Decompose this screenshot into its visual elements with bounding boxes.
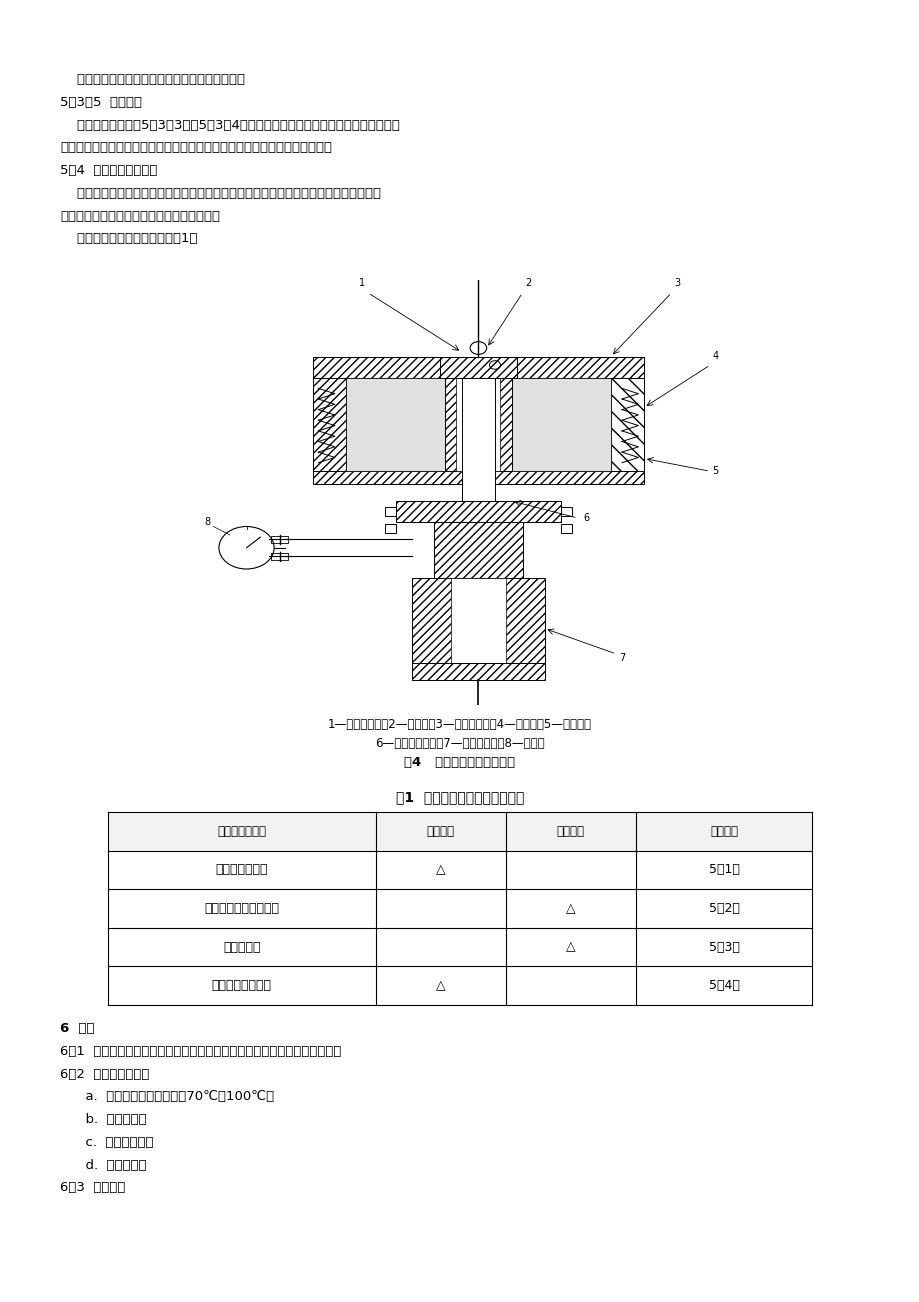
- Text: 表1  易燔喅的检验和试验项目表: 表1 易燔喅的检验和试验项目表: [395, 790, 524, 805]
- Bar: [395, 501, 561, 522]
- Bar: [271, 536, 288, 543]
- Text: 6．3  标志顺序: 6．3 标志顺序: [60, 1181, 125, 1194]
- Text: 5．3．5  验收规则: 5．3．5 验收规则: [60, 96, 142, 109]
- Text: 两个试样均应达到5．3．3条和5．3．4条的规定，该批为合格。否则，应从同一批中: 两个试样均应达到5．3．3条和5．3．4条的规定，该批为合格。否则，应从同一批中: [60, 118, 400, 132]
- Bar: [108, 812, 811, 850]
- Bar: [312, 378, 346, 471]
- Bar: [461, 357, 494, 578]
- Text: 气瓶气密性试验的保压时间，无渗漏为合格。: 气瓶气密性试验的保压时间，无渗漏为合格。: [60, 210, 220, 223]
- Text: 易熔塞的检验和试验项目见表1。: 易熔塞的检验和试验项目见表1。: [60, 233, 198, 246]
- Text: 易燔喅气密性试验: 易燔喅气密性试验: [211, 979, 271, 992]
- Text: △: △: [565, 902, 575, 915]
- Text: 6  标志: 6 标志: [60, 1022, 95, 1035]
- Bar: [456, 357, 500, 471]
- Text: a.  易熔塞公称动作温度：70℃或100℃；: a. 易熔塞公称动作温度：70℃或100℃；: [60, 1090, 274, 1103]
- Bar: [271, 553, 288, 560]
- Bar: [384, 525, 395, 533]
- Text: 5．1条: 5．1条: [708, 863, 739, 876]
- Text: 2: 2: [525, 279, 530, 289]
- Text: 5: 5: [712, 466, 718, 477]
- Text: 4: 4: [712, 350, 718, 361]
- Text: 再任选四个试样进行试验，四个试样中只要有一个仍达不到要求，该批判废。: 再任选四个试样进行试验，四个试样中只要有一个仍达不到要求，该批判废。: [60, 142, 332, 155]
- Text: 易熔塞应逐个进行气密性试验，试验压力为气瓶的气密性试验压力，保压时间应不小于: 易熔塞应逐个进行气密性试验，试验压力为气瓶的气密性试验压力，保压时间应不小于: [60, 187, 380, 201]
- Text: 判定依据: 判定依据: [709, 824, 737, 837]
- Text: 5．3条: 5．3条: [708, 940, 739, 953]
- Text: △: △: [436, 863, 445, 876]
- Bar: [450, 578, 505, 663]
- Text: 1: 1: [359, 279, 365, 289]
- Bar: [561, 525, 572, 533]
- Text: 5．2条: 5．2条: [708, 902, 739, 915]
- Text: 6．2  标志项目包括：: 6．2 标志项目包括：: [60, 1068, 149, 1081]
- Bar: [434, 522, 522, 578]
- Bar: [312, 357, 643, 378]
- Bar: [412, 578, 544, 663]
- Text: 进行上述试验时，允许搅动甘油以使温度均匀。: 进行上述试验时，允许搅动甘油以使温度均匀。: [60, 73, 244, 86]
- Bar: [445, 357, 511, 471]
- Text: 检验和试验项目: 检验和试验项目: [217, 824, 266, 837]
- Bar: [439, 357, 516, 378]
- Bar: [561, 508, 572, 516]
- Text: 塞体外螺纹检验: 塞体外螺纹检验: [215, 863, 267, 876]
- Text: 7: 7: [618, 654, 624, 663]
- Text: b.  生产批号；: b. 生产批号；: [60, 1113, 146, 1126]
- Text: 逐个检验: 逐个检验: [426, 824, 454, 837]
- Text: 5．4  易熔塞气密性试验: 5．4 易熔塞气密性试验: [60, 164, 157, 177]
- Text: d.  制造年月。: d. 制造年月。: [60, 1159, 146, 1172]
- Bar: [610, 378, 643, 471]
- Text: 图4   易燔喅试验装置示意图: 图4 易燔喅试验装置示意图: [404, 756, 515, 769]
- Text: 6: 6: [583, 513, 589, 523]
- Text: 5．4条: 5．4条: [708, 979, 739, 992]
- Text: △: △: [436, 979, 445, 992]
- Text: 易燔合金流动温度试验: 易燔合金流动温度试验: [204, 902, 279, 915]
- Bar: [412, 663, 544, 680]
- Text: 3: 3: [674, 279, 679, 289]
- Text: 1—易燔喅试样；2—测温仪；3—测温连通孔；4—加热器；5—甘油槽；: 1—易燔喅试样；2—测温仪；3—测温连通孔；4—加热器；5—甘油槽；: [328, 717, 591, 730]
- Text: 批量试验: 批量试验: [556, 824, 584, 837]
- Text: 8: 8: [205, 517, 210, 527]
- Text: c.  制造厂代号；: c. 制造厂代号；: [60, 1135, 153, 1148]
- Bar: [346, 378, 610, 471]
- Text: △: △: [565, 940, 575, 953]
- Bar: [312, 471, 643, 484]
- Text: 易燔喅试验: 易燔喅试验: [222, 940, 260, 953]
- Text: 6—加热试验部分；7—空气压缩罐；8—压力表: 6—加热试验部分；7—空气压缩罐；8—压力表: [375, 737, 544, 750]
- Bar: [384, 508, 395, 516]
- Text: 6．1  应在易熔塞与外部接触的端面上制出永久性标志，标志应清晰、牢固。: 6．1 应在易熔塞与外部接触的端面上制出永久性标志，标志应清晰、牢固。: [60, 1044, 341, 1057]
